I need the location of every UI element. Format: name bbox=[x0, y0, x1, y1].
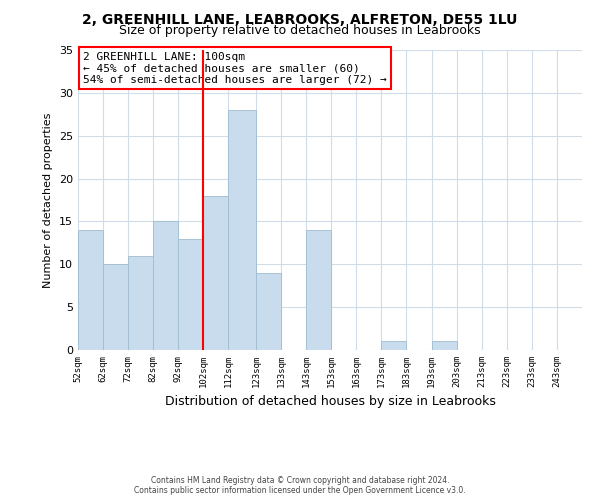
Bar bbox=[306, 230, 331, 350]
Text: Size of property relative to detached houses in Leabrooks: Size of property relative to detached ho… bbox=[119, 24, 481, 37]
Bar bbox=[203, 196, 229, 350]
Bar bbox=[78, 230, 103, 350]
Text: 2 GREENHILL LANE: 100sqm
← 45% of detached houses are smaller (60)
54% of semi-d: 2 GREENHILL LANE: 100sqm ← 45% of detach… bbox=[83, 52, 387, 84]
Bar bbox=[103, 264, 128, 350]
Bar bbox=[153, 222, 178, 350]
Text: 2, GREENHILL LANE, LEABROOKS, ALFRETON, DE55 1LU: 2, GREENHILL LANE, LEABROOKS, ALFRETON, … bbox=[82, 12, 518, 26]
Bar bbox=[178, 238, 203, 350]
Text: Contains HM Land Registry data © Crown copyright and database right 2024.
Contai: Contains HM Land Registry data © Crown c… bbox=[134, 476, 466, 495]
Bar bbox=[431, 342, 457, 350]
Y-axis label: Number of detached properties: Number of detached properties bbox=[43, 112, 53, 288]
X-axis label: Distribution of detached houses by size in Leabrooks: Distribution of detached houses by size … bbox=[164, 396, 496, 408]
Bar bbox=[382, 342, 406, 350]
Bar bbox=[256, 273, 281, 350]
Bar bbox=[229, 110, 256, 350]
Bar bbox=[128, 256, 153, 350]
